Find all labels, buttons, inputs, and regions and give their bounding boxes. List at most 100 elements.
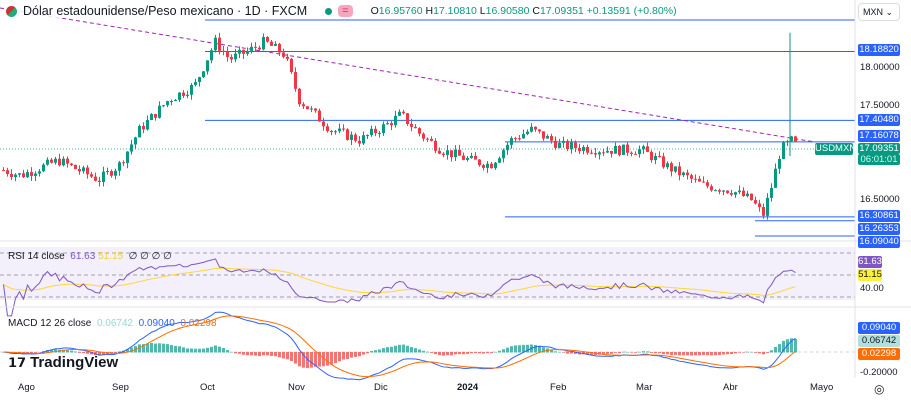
macd-histogram-bar xyxy=(602,352,605,355)
macd-histogram-bar xyxy=(338,352,341,362)
candle-body xyxy=(574,142,577,148)
macd-legend: MACD 12 26 close 0.06742 0.09040 0.02298 xyxy=(8,318,217,329)
eq-badge[interactable]: = xyxy=(338,5,353,17)
candle-body xyxy=(434,140,437,151)
macd-histogram-bar xyxy=(682,352,685,356)
hist-value-label: 0.06742 xyxy=(858,335,900,347)
macd-histogram-bar xyxy=(518,345,521,353)
x-tick: 2024 xyxy=(457,382,479,393)
macd-histogram-bar xyxy=(430,352,433,353)
macd-histogram-bar xyxy=(606,352,609,354)
signal-value-label: 0.02298 xyxy=(858,348,900,360)
macd-histogram-bar xyxy=(346,352,349,360)
macd-histogram-bar xyxy=(278,352,281,358)
macd-histogram-bar xyxy=(422,350,425,353)
candle-body xyxy=(118,162,121,171)
macd-histogram-bar xyxy=(50,349,53,353)
candle-body xyxy=(726,190,729,194)
macd-histogram-bar xyxy=(386,347,389,353)
macd-histogram-bar xyxy=(630,352,633,353)
macd-histogram-bar xyxy=(262,352,265,356)
tradingview-logo[interactable]: 𝟭𝟳 TradingView xyxy=(8,354,119,371)
candle-body xyxy=(378,133,381,135)
candle-body xyxy=(522,134,525,139)
macd-histogram-bar xyxy=(146,343,149,353)
candle-body xyxy=(602,152,605,154)
macd-histogram-bar xyxy=(258,352,261,357)
rsi-ma-label: 51.15 xyxy=(858,269,882,281)
macd-histogram-bar xyxy=(382,348,385,353)
candle-body xyxy=(178,92,181,100)
candle-body xyxy=(718,190,721,192)
currency-select[interactable]: MXN ⌄ xyxy=(858,3,900,21)
macd-histogram-bar xyxy=(610,352,613,354)
candle-body xyxy=(86,167,89,175)
candle-body xyxy=(610,150,613,154)
candle-body xyxy=(558,142,561,148)
candle-body xyxy=(674,166,677,172)
x-tick: Feb xyxy=(550,382,567,393)
candle-body xyxy=(422,133,425,139)
candle-body xyxy=(466,157,469,160)
macd-histogram-bar xyxy=(694,352,697,356)
macd-histogram-bar xyxy=(118,351,121,353)
candle-body xyxy=(82,167,85,172)
macd-histogram-bar xyxy=(302,352,305,368)
macd-histogram-bar xyxy=(742,352,745,353)
candle-body xyxy=(218,37,221,51)
macd-histogram-bar xyxy=(658,352,661,354)
macd-histogram-bar xyxy=(166,344,169,353)
flag-icon xyxy=(6,5,17,17)
macd-histogram-bar xyxy=(558,351,561,353)
candle-body xyxy=(330,131,333,133)
macd-histogram-bar xyxy=(326,352,329,366)
macd-histogram-bar xyxy=(242,352,245,355)
signal-line xyxy=(3,315,796,378)
macd-histogram-bar xyxy=(210,346,213,353)
macd-histogram-bar xyxy=(358,352,361,357)
macd-histogram-bar xyxy=(474,352,477,354)
candle-body xyxy=(666,163,669,168)
rsi-legend: RSI 14 close 61.63 51.15 ∅ ∅ ∅ ∅ xyxy=(8,251,172,262)
candle-body xyxy=(62,158,65,166)
candle-body xyxy=(318,110,321,122)
candle-body xyxy=(366,135,369,137)
candle-body xyxy=(122,162,125,164)
candle-body xyxy=(342,128,345,130)
macd-histogram-bar xyxy=(734,352,737,354)
macd-histogram-bar xyxy=(294,352,297,364)
macd-histogram-bar xyxy=(322,352,325,367)
macd-histogram-bar xyxy=(494,351,497,353)
candle-body xyxy=(542,131,545,139)
macd-histogram-bar xyxy=(654,352,657,354)
macd-histogram-bar xyxy=(458,352,461,355)
candle-body xyxy=(594,153,597,155)
settings-icon[interactable]: ◎ xyxy=(874,382,885,396)
candle-body xyxy=(566,140,569,150)
macd-histogram-bar xyxy=(158,343,161,353)
macd-histogram-bar xyxy=(226,349,229,353)
macd-histogram-bar xyxy=(270,352,273,356)
symbol-title[interactable]: Dólar estadounidense/Peso mexicano · 1D … xyxy=(23,4,308,18)
candle-body xyxy=(106,171,109,173)
candle-body xyxy=(442,153,445,155)
candle-body xyxy=(694,178,697,180)
candle-body xyxy=(738,190,741,193)
x-tick: Ago xyxy=(18,382,35,393)
macd-histogram-bar xyxy=(98,352,101,356)
macd-histogram-bar xyxy=(406,345,409,353)
candle-body xyxy=(110,171,113,176)
candle-body xyxy=(270,41,273,46)
symbol-tag: USDMXN xyxy=(815,143,857,155)
macd-histogram-bar xyxy=(290,352,293,362)
macd-histogram-bar xyxy=(222,348,225,353)
price-tick: 18.00000 xyxy=(860,62,900,73)
candle-body xyxy=(662,156,665,168)
candle-body xyxy=(266,37,269,42)
macd-histogram-bar xyxy=(154,343,157,353)
macd-histogram-bar xyxy=(666,352,669,355)
macd-histogram-bar xyxy=(174,345,177,353)
candle-body xyxy=(490,163,493,169)
macd-histogram-bar xyxy=(390,346,393,353)
